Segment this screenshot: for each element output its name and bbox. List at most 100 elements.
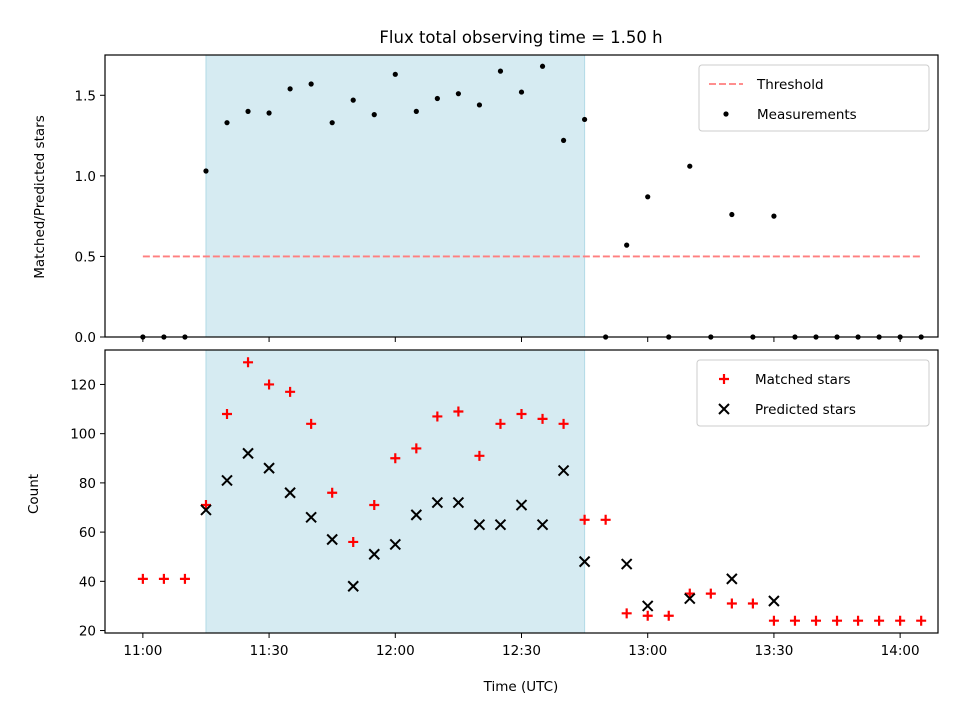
matched-star-point (895, 615, 906, 626)
matched-star-point (137, 573, 148, 584)
matched-star-point (853, 615, 864, 626)
predicted-star-point (263, 462, 275, 474)
predicted-star-point (578, 555, 591, 568)
y-tick-label: 40 (79, 574, 96, 590)
y-tick-label: 1.5 (75, 88, 96, 104)
y-tick-label: 20 (79, 624, 96, 640)
predicted-star-point (557, 464, 570, 477)
matched-star-point (832, 615, 843, 626)
matched-star-point (684, 588, 695, 599)
measurement-point (266, 110, 272, 116)
predicted-star-point (410, 509, 423, 521)
measurement-point (329, 120, 335, 126)
matched-star-point (537, 413, 548, 424)
matched-star-point (179, 573, 190, 584)
shaded-region (205, 349, 586, 634)
measurement-point (497, 68, 504, 74)
legend-measurement-swatch (723, 111, 729, 117)
matched-star-point (579, 514, 590, 525)
legend-label: Matched stars (755, 372, 851, 388)
matched-star-point (726, 598, 737, 609)
predicted-star-point (494, 519, 507, 531)
matched-star-point (285, 386, 296, 397)
legend-box (696, 359, 930, 427)
matched-star-point (621, 608, 632, 619)
predicted-star-point (452, 496, 465, 509)
measurement-point (413, 108, 419, 114)
y-tick-label: 60 (79, 525, 96, 541)
matched-star-point (874, 615, 885, 626)
x-tick-label: 13:30 (754, 643, 793, 659)
measurement-point (287, 86, 293, 92)
measurement-point (224, 120, 230, 126)
measurement-point (434, 95, 440, 102)
measurement-point (392, 71, 398, 77)
matched-star-point (390, 453, 401, 464)
matched-star-point (747, 598, 758, 609)
matched-star-point (558, 418, 569, 429)
measurement-point (771, 213, 777, 219)
matched-star-point (327, 487, 338, 498)
axes-frame (104, 54, 939, 338)
measurement-point (203, 168, 209, 174)
matched-star-point (348, 536, 359, 547)
matched-star-point (600, 514, 611, 525)
matched-star-point (916, 615, 927, 626)
predicted-star-point (515, 499, 528, 511)
x-tick-label: 11:30 (250, 643, 289, 659)
y-tick-label: 120 (70, 377, 96, 393)
y-tick-label: 1.0 (75, 169, 96, 185)
y-tick-label: 0.5 (75, 249, 96, 265)
axes-frame (104, 349, 939, 634)
x-tick-label: 12:00 (376, 643, 415, 659)
y-tick-label: 80 (79, 476, 96, 492)
top-y-axis-label: Matched/Predicted stars (32, 115, 48, 278)
predicted-star-point (326, 533, 338, 546)
matched-star-point (453, 406, 464, 417)
legend-label: Measurements (757, 107, 857, 123)
measurement-point (476, 102, 483, 108)
measurement-point (560, 137, 567, 144)
predicted-star-point (768, 595, 780, 607)
measurement-point (245, 108, 251, 114)
predicted-star-point (284, 487, 296, 499)
matched-star-point (432, 411, 443, 422)
legend-box (698, 64, 930, 132)
chart-title: Flux total observing time = 1.50 h (379, 28, 662, 47)
y-tick-label: 100 (70, 427, 96, 443)
predicted-star-point (221, 474, 233, 487)
matched-star-point (306, 418, 317, 429)
matched-star-point (705, 588, 716, 599)
matched-star-point (369, 500, 380, 511)
measurement-point (729, 211, 735, 218)
matched-star-point (768, 615, 779, 626)
measurement-point (539, 63, 546, 69)
measurement-point (518, 89, 525, 95)
matched-star-point (642, 610, 653, 621)
matched-star-point (158, 573, 169, 584)
predicted-star-point (642, 600, 654, 612)
predicted-star-point (242, 447, 254, 460)
predicted-star-point (389, 538, 401, 551)
legend-label: Predicted stars (755, 402, 856, 418)
predicted-star-point (536, 519, 549, 531)
x-tick-label: 11:00 (123, 643, 162, 659)
measurement-point (350, 97, 356, 103)
matched-star-point (663, 610, 674, 621)
matched-star-point (411, 443, 422, 454)
matched-star-point (243, 357, 254, 368)
matched-star-point (789, 615, 800, 626)
measurement-point (371, 112, 377, 118)
measurement-point (624, 242, 630, 248)
predicted-star-point (431, 496, 444, 509)
top-panel: 0.0 0.5 1.0 1.5 Threshold Measurements (75, 54, 939, 346)
measurement-point (582, 116, 588, 123)
matched-star-point (264, 379, 275, 390)
measurement-point (455, 91, 461, 97)
matched-star-point (222, 408, 233, 419)
matched-star-point (810, 615, 821, 626)
x-tick-label: 14:00 (881, 643, 920, 659)
x-axis-label: Time (UTC) (483, 679, 559, 695)
bottom-panel: 20 40 60 80 100 120 11:00 11:30 12:00 12:30 13:00 1… (70, 349, 939, 659)
